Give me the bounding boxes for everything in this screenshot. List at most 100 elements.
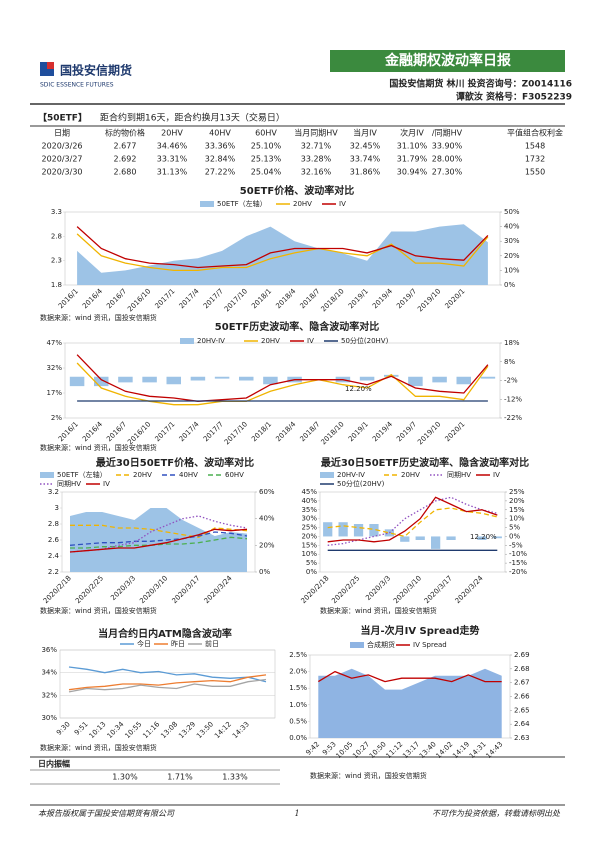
legend-label: 20HV: [261, 337, 280, 345]
table-cell: 1548: [525, 142, 545, 151]
bar: [94, 376, 109, 387]
bar: [446, 536, 456, 540]
y-tick-label: 10%: [301, 550, 317, 558]
x-tick-label: 2016/4: [81, 287, 104, 310]
y2-tick-label: 30%: [504, 237, 520, 245]
y-tick-label: 45%: [301, 488, 317, 496]
footer-left: 本报告版权属于国投安信期货有限公司: [38, 809, 175, 818]
legend-label: IV Spread: [413, 641, 447, 649]
y-tick-label: 1.0%: [289, 701, 307, 709]
bar: [400, 536, 410, 542]
table-header: 平值组合权利金: [507, 128, 563, 138]
y-tick-label: 0.5%: [289, 717, 307, 725]
bar: [415, 536, 425, 540]
bar: [432, 376, 447, 383]
y2-tick-label: 20%: [504, 252, 520, 260]
table-cell: 27.30%: [432, 168, 463, 177]
y2-tick-label: 2.69: [514, 651, 530, 659]
x-tick-label: 2019/10: [416, 287, 442, 313]
y2-tick-label: 5%: [509, 524, 520, 532]
x-tick-label: 2017/4: [178, 287, 201, 310]
table-header: 40HV: [209, 129, 231, 138]
bar: [480, 376, 496, 379]
x-tick-label: 2017/10: [223, 420, 249, 446]
source-note: 数据来源：wind 资讯，国投安信期货: [40, 443, 157, 452]
bar: [239, 376, 254, 381]
y2-tick-label: 60%: [259, 488, 275, 496]
chart-title: 当月-次月IV Spread走势: [360, 624, 479, 637]
y2-tick-label: 20%: [509, 497, 525, 505]
y-tick-label: 1.5%: [289, 684, 307, 692]
x-tick-label: 2016/10: [126, 287, 152, 313]
line: [70, 524, 248, 538]
table-cell: 28.00%: [432, 155, 463, 164]
x-tick-label: 9:42: [304, 740, 321, 757]
x-tick-label: 2019/1: [347, 287, 370, 310]
y-tick-label: 40%: [301, 497, 317, 505]
bar: [166, 376, 181, 385]
y2-tick-label: 8%: [504, 358, 515, 366]
table-cell: 33.36%: [205, 142, 236, 151]
table-cell: 32.71%: [301, 142, 332, 151]
amplitude-value: 1.33%: [222, 773, 248, 782]
x-tick-label: 2020/3/3: [364, 574, 392, 602]
x-tick-label: 2018/7: [298, 420, 321, 443]
y2-tick-label: 0%: [259, 568, 270, 576]
bar: [142, 376, 157, 383]
page-number: 1: [294, 809, 299, 818]
x-tick-label: 2019/4: [371, 420, 394, 443]
chart-title: 50ETF价格、波动率对比: [240, 184, 354, 197]
legend-label: 50分位(20HV): [337, 479, 385, 488]
y-tick-label: 2.8: [51, 232, 62, 240]
bar: [353, 524, 364, 537]
chart: 最近30日50ETF价格、波动率对比 2.2 2.4 2.6 2.8 3 3.2 0% 20% 4…: [40, 456, 275, 615]
y-tick-label: 35%: [301, 506, 317, 514]
line: [76, 233, 489, 272]
table-header: 60HV: [255, 129, 277, 138]
y2-tick-label: 2.65: [514, 706, 530, 714]
source-note: 数据来源：wind 资讯，国投安信期货: [40, 313, 157, 322]
table-cell: 1550: [525, 168, 545, 177]
x-tick-label: 2019/10: [416, 420, 442, 446]
y-tick-label: 2.6: [48, 536, 60, 544]
legend-label: IV: [307, 337, 314, 345]
y2-tick-label: 2.67: [514, 679, 530, 687]
line: [76, 226, 489, 269]
y-tick-label: 32%: [41, 691, 57, 699]
x-tick-label: 2020/3/24: [454, 574, 485, 605]
bar: [118, 376, 133, 383]
legend-label: IV: [103, 480, 110, 488]
x-tick-label: 2016/1: [57, 420, 80, 443]
x-tick-label: 2018/1: [250, 420, 273, 443]
line: [317, 670, 502, 683]
footer-right: 不可作为投资依据，转载请标明出处: [432, 809, 561, 818]
table-cell: 33.28%: [301, 155, 332, 164]
y-tick-label: 20%: [301, 532, 317, 540]
y-tick-label: 25%: [301, 524, 317, 532]
x-tick-label: 10:13: [88, 720, 108, 740]
x-tick-label: 2020/3/3: [109, 574, 137, 602]
chart: 最近30日50ETF历史波动率、隐含波动率对比0%5%10%15%20%25%3…: [299, 456, 529, 615]
y2-tick-label: -20%: [509, 568, 527, 576]
table-cell: 31.13%: [157, 168, 188, 177]
legend-label: 20HV: [293, 200, 312, 208]
company: 国投安信期货: [60, 63, 132, 78]
y-tick-label: 30%: [41, 714, 57, 722]
y2-tick-label: 2.64: [514, 720, 530, 728]
bar: [408, 376, 423, 387]
info-text: 距合约到期16天，距合约换月13天（交易日）: [100, 112, 285, 124]
y2-tick-label: -15%: [509, 559, 527, 567]
legend-label: 合成期货: [367, 640, 395, 649]
y-tick-label: 2.2: [48, 568, 59, 576]
source-note: 数据来源：wind 资讯，国投安信期货: [40, 743, 157, 752]
y2-tick-label: -12%: [504, 395, 522, 403]
bar: [69, 376, 85, 387]
y-tick-label: 1.8: [51, 281, 62, 289]
bar: [369, 524, 379, 537]
legend-label: 60HV: [225, 471, 244, 479]
chart-title: 最近30日50ETF历史波动率、隐含波动率对比: [321, 456, 529, 469]
legend-swatch: [200, 201, 214, 207]
x-tick-label: 2018/10: [320, 287, 346, 313]
analyst: 国投安信期货 林川 投资咨询号：Z0014116: [389, 78, 572, 90]
